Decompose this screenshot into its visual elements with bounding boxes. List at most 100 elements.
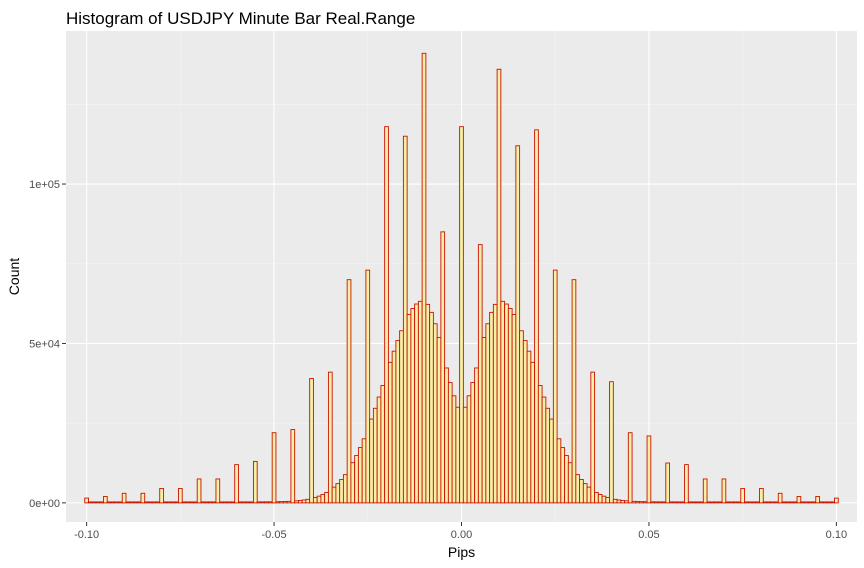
histogram-bar xyxy=(466,395,472,504)
histogram-bar xyxy=(327,371,333,504)
histogram-bar xyxy=(204,501,209,504)
histogram-bar xyxy=(462,406,468,504)
histogram-bar xyxy=(579,479,584,504)
histogram-bar xyxy=(747,501,753,504)
histogram-bar xyxy=(751,501,757,504)
histogram-bar xyxy=(88,501,93,504)
histogram-bar xyxy=(245,501,251,504)
histogram-bar xyxy=(695,501,700,504)
histogram-bar xyxy=(759,488,764,504)
histogram-bar xyxy=(582,483,588,504)
histogram-bar xyxy=(549,418,554,504)
histogram-bar xyxy=(294,500,299,504)
x-tick-label: -0.05 xyxy=(262,529,287,541)
histogram-bar xyxy=(702,478,708,504)
histogram-bar xyxy=(301,499,307,504)
histogram-bar xyxy=(260,501,266,504)
histogram-bar xyxy=(834,497,839,504)
histogram-bar xyxy=(346,279,352,504)
histogram-bar xyxy=(417,300,423,504)
histogram-bar xyxy=(571,279,577,504)
histogram-bar xyxy=(680,501,686,504)
histogram-bar xyxy=(774,501,779,504)
histogram-bar xyxy=(331,486,337,504)
histogram-bar xyxy=(459,126,464,504)
y-tick-label: 1e+05 xyxy=(29,179,60,191)
histogram-bar xyxy=(781,501,787,504)
histogram-bar xyxy=(789,501,794,504)
histogram-bar xyxy=(219,501,224,504)
histogram-bar xyxy=(770,501,775,504)
histogram-bar xyxy=(208,501,213,504)
x-tick-label: 0.10 xyxy=(826,529,847,541)
histogram-bar xyxy=(575,474,581,504)
histogram-bar xyxy=(271,432,277,504)
histogram-bar xyxy=(425,303,431,504)
histogram-bar xyxy=(605,497,611,504)
x-tick-label: -0.10 xyxy=(74,529,99,541)
histogram-bar xyxy=(642,501,648,504)
histogram-bar xyxy=(777,492,783,504)
histogram-bar xyxy=(170,501,176,504)
histogram-bar xyxy=(290,429,296,504)
y-tick-label: 5e+04 xyxy=(29,338,60,350)
x-tick-label: 0.05 xyxy=(638,529,659,541)
x-tick-label: 0.00 xyxy=(451,529,472,541)
histogram-bar xyxy=(740,488,745,504)
histogram-bar xyxy=(496,68,502,504)
histogram-bar xyxy=(762,501,768,504)
histogram-bar xyxy=(237,501,243,504)
histogram-bar xyxy=(590,371,596,504)
histogram-bar xyxy=(444,367,449,504)
histogram-bar xyxy=(455,406,461,504)
histogram-bar xyxy=(477,244,483,504)
x-axis-title: Pips xyxy=(448,544,475,560)
histogram-bar xyxy=(264,501,269,504)
histogram-bar xyxy=(114,501,119,504)
histogram-bar xyxy=(189,501,194,504)
histogram-bar xyxy=(121,492,127,504)
histogram-bar xyxy=(402,135,408,504)
histogram-bar xyxy=(537,385,543,504)
histogram-bar xyxy=(223,501,228,504)
histogram-bar xyxy=(414,303,419,504)
histogram-bar xyxy=(826,501,832,504)
y-axis: 0e+00 5e+04 1e+05 xyxy=(29,179,66,510)
histogram-bar xyxy=(567,462,573,504)
histogram-bar xyxy=(819,501,824,504)
histogram-bar xyxy=(556,438,562,504)
histogram-bar xyxy=(669,501,674,504)
histogram-bar xyxy=(522,340,528,504)
histogram-bar xyxy=(804,501,809,504)
histogram-bar xyxy=(185,501,191,504)
histogram-bar xyxy=(312,497,318,504)
histogram-bar xyxy=(545,407,551,504)
histogram-bar xyxy=(159,488,164,504)
histogram-bar xyxy=(519,330,524,504)
histogram-bar xyxy=(665,462,671,504)
histogram-bar xyxy=(725,501,730,504)
histogram-bar xyxy=(279,501,284,504)
histogram-bar xyxy=(650,501,656,504)
histogram-bar xyxy=(133,501,138,504)
histogram-bar xyxy=(387,361,393,504)
histogram-bar xyxy=(474,367,479,504)
histogram-bars xyxy=(84,52,839,504)
histogram-bar xyxy=(211,501,217,504)
histogram-bar xyxy=(365,269,371,504)
histogram-bar xyxy=(470,382,476,504)
histogram-bar xyxy=(687,501,693,504)
histogram-bar xyxy=(384,126,389,504)
histogram-bar xyxy=(560,447,566,504)
histogram-bar xyxy=(489,311,494,504)
histogram-bar xyxy=(440,231,446,504)
histogram-bar xyxy=(620,500,626,504)
histogram-bar xyxy=(612,498,618,504)
histogram-bar xyxy=(792,501,798,504)
histogram-bar xyxy=(91,501,97,504)
histogram-bar xyxy=(215,478,221,504)
histogram-bar xyxy=(148,501,153,504)
histogram-bar xyxy=(335,483,341,504)
histogram-bar xyxy=(196,478,202,504)
